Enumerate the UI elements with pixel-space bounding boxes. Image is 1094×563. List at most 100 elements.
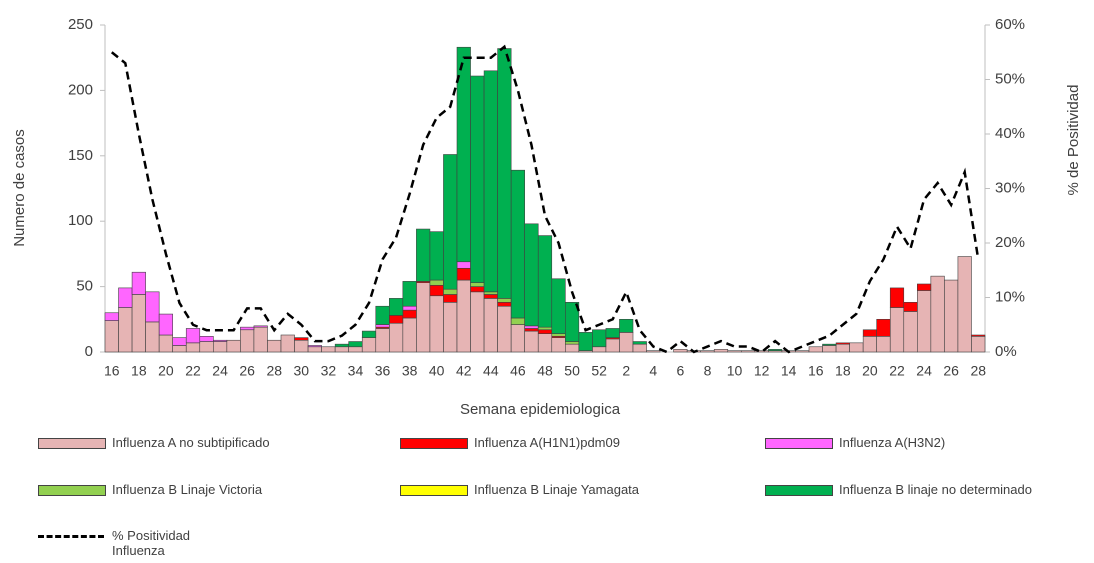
bar-segment (253, 325, 268, 328)
bar-segment (510, 324, 525, 353)
bar-segment (213, 339, 228, 342)
bar-segment (118, 287, 133, 308)
x-tick-label: 38 (402, 363, 418, 379)
bar-segment (646, 350, 661, 353)
x-tick-label: 16 (104, 363, 120, 379)
bar-segment (145, 291, 160, 323)
bar-segment (483, 291, 498, 295)
bar-segment (917, 283, 932, 291)
bar-segment (876, 318, 891, 337)
bar-segment (619, 318, 634, 333)
bar-segment (578, 332, 593, 351)
x-tick-label: 18 (835, 363, 851, 379)
bar-segment (768, 349, 783, 351)
bar-segment (713, 349, 729, 353)
x-tick-label: 22 (889, 363, 905, 379)
bar-segment (145, 321, 160, 353)
bar-segment (551, 337, 566, 353)
legend-swatch (400, 438, 468, 449)
legend-label: Influenza A(H3N2) (839, 435, 946, 450)
bar-segment (104, 312, 119, 321)
legend-label: Influenza A(H1N1)pdm09 (474, 435, 620, 450)
legend-item: Influenza B linaje no determinado (765, 482, 1032, 497)
bar-segment (307, 346, 322, 353)
bar-segment (524, 325, 539, 329)
bar-segment (700, 350, 715, 353)
x-tick-label: 16 (808, 363, 824, 379)
legend-swatch (765, 485, 833, 496)
legend-item: % Positividad Influenza (38, 528, 222, 558)
bar-segment (348, 346, 363, 353)
bar-segment (172, 345, 187, 353)
bar-segment (524, 330, 539, 353)
legend-swatch (38, 438, 106, 449)
bar-segment (389, 298, 404, 316)
bar-segment (497, 298, 512, 303)
bar-segment (158, 334, 173, 353)
x-tick-label: 36 (375, 363, 391, 379)
x-tick-label: 28 (266, 363, 282, 379)
bar-segment (822, 343, 837, 346)
bar-segment (537, 235, 553, 328)
bar-segment (361, 330, 377, 338)
x-tick-label: 50 (564, 363, 580, 379)
bar-segment (104, 320, 119, 353)
bar-segment (619, 332, 634, 353)
bar-segment (375, 324, 390, 328)
legend-item: Influenza A(H1N1)pdm09 (400, 435, 620, 450)
bar-segment (889, 287, 905, 308)
bar-segment (903, 301, 918, 312)
bar-segment (280, 334, 295, 353)
y2-tick-label: 10% (995, 288, 1025, 305)
bar-segment (456, 279, 471, 353)
bar-segment (835, 342, 850, 345)
bar-segment (334, 346, 349, 353)
bar-segment (862, 329, 877, 337)
bar-segment (158, 313, 173, 336)
y-tick-label: 50 (76, 278, 93, 295)
legend-swatch (765, 438, 833, 449)
x-tick-label: 20 (158, 363, 174, 379)
bar-segment (483, 294, 498, 299)
bar-segment (402, 317, 417, 353)
bar-segment (456, 261, 471, 269)
bar-segment (551, 278, 566, 334)
x-tick-label: 24 (916, 363, 932, 379)
bar-segment (267, 339, 282, 353)
bar-segment (795, 350, 810, 353)
bar-segment (375, 305, 390, 325)
bar-segment (470, 75, 485, 283)
y2-tick-label: 0% (995, 343, 1017, 360)
bar-segment (551, 333, 566, 337)
legend-item: Influenza B Linaje Yamagata (400, 482, 639, 497)
bar-segment (402, 309, 417, 319)
bar-segment (307, 345, 322, 348)
bar-segment (903, 311, 918, 353)
bar-segment (971, 336, 986, 353)
legend-label: Influenza A no subtipificado (112, 435, 270, 450)
bar-segment (118, 307, 133, 353)
bar-segment (294, 337, 309, 341)
x-tick-label: 44 (483, 363, 499, 379)
bar-segment (213, 341, 228, 353)
y2-tick-label: 50% (995, 70, 1025, 87)
bar-segment (808, 346, 823, 353)
x-tick-label: 24 (212, 363, 228, 379)
x-tick-label: 34 (348, 363, 364, 379)
bar-segment (537, 333, 553, 353)
legend-swatch (38, 485, 106, 496)
x-tick-label: 32 (321, 363, 337, 379)
y2-tick-label: 60% (995, 16, 1025, 33)
x-tick-label: 46 (510, 363, 526, 379)
y-tick-label: 100 (68, 212, 93, 229)
legend-label: Influenza B Linaje Yamagata (474, 482, 640, 497)
bar-segment (185, 342, 201, 353)
x-tick-label: 48 (537, 363, 553, 379)
bar-segment (456, 267, 471, 281)
bar-segment (741, 350, 756, 353)
bar-segment (294, 339, 309, 353)
y2-axis-title: % de Positividad (1065, 85, 1082, 196)
bar-segment (632, 343, 647, 353)
bar-segment (957, 256, 972, 353)
